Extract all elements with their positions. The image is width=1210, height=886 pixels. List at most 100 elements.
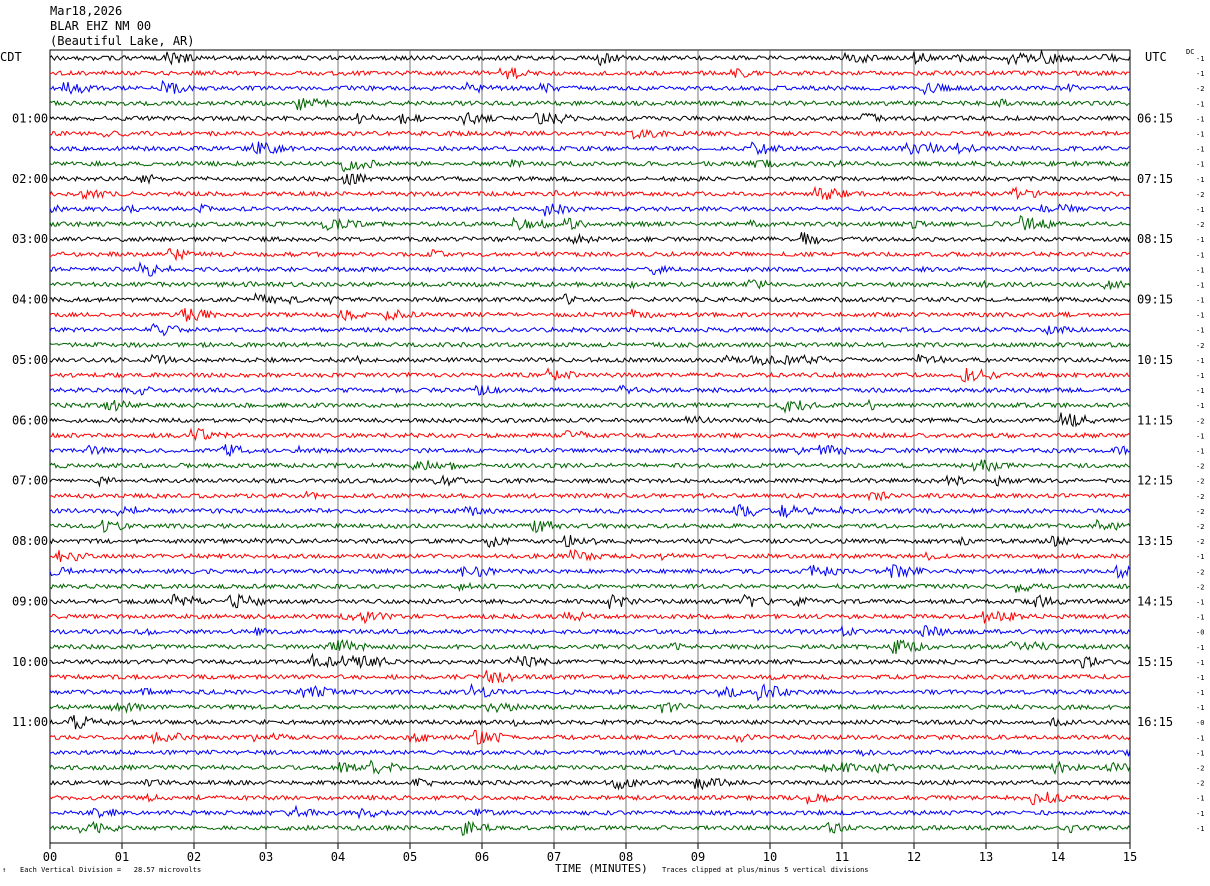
trace-line	[49, 141, 1131, 156]
right-hour-label: 06:15	[1137, 111, 1173, 125]
trace-line	[49, 202, 1131, 217]
left-hour-label: 07:00	[12, 474, 48, 488]
dc-offset-label: -1	[1196, 312, 1204, 320]
dc-offset-label: -1	[1196, 795, 1204, 803]
trace-line	[49, 670, 1131, 684]
dc-offset-label: -1	[1196, 130, 1204, 138]
x-tick-label: 00	[43, 850, 57, 864]
trace-line	[49, 639, 1131, 654]
trace-line	[49, 322, 1131, 337]
left-hour-label: 11:00	[12, 715, 48, 729]
trace-line	[49, 729, 1131, 745]
dc-offset-label: -1	[1196, 644, 1204, 652]
x-tick-label: 01	[115, 850, 129, 864]
right-hour-label: 10:15	[1137, 353, 1173, 367]
dc-offset-label: -2	[1196, 191, 1204, 199]
right-hour-label: 09:15	[1137, 293, 1173, 307]
dc-offset-label: -2	[1196, 765, 1204, 773]
right-hour-label: 07:15	[1137, 172, 1173, 186]
left-hour-label: 05:00	[12, 353, 48, 367]
trace-line	[49, 292, 1131, 306]
x-tick-label: 08	[619, 850, 633, 864]
dc-offset-label: -2	[1196, 568, 1204, 576]
dc-offset-label: -2	[1196, 342, 1204, 350]
trace-line	[49, 652, 1131, 670]
dc-offset-label: -1	[1196, 55, 1204, 63]
dc-offset-label: -1	[1196, 704, 1204, 712]
dc-offset-label: -1	[1196, 553, 1204, 561]
left-hour-label: 01:00	[12, 111, 48, 125]
right-hour-label: 08:15	[1137, 232, 1173, 246]
right-hour-label: 13:15	[1137, 534, 1173, 548]
left-hour-label: 04:00	[12, 293, 48, 307]
trace-line	[49, 172, 1131, 186]
header-station: BLAR EHZ NM 00	[50, 19, 152, 33]
trace-line	[49, 232, 1131, 245]
trace-line	[49, 714, 1131, 730]
dc-offset-label: -1	[1196, 161, 1204, 169]
dc-offset-label: -2	[1196, 463, 1204, 471]
dc-offset-label: -1	[1196, 674, 1204, 682]
dc-offset-label: -0	[1196, 719, 1204, 727]
trace-line	[49, 593, 1131, 609]
header-location: (Beautiful Lake, AR)	[50, 34, 195, 48]
trace-line	[49, 459, 1131, 473]
dc-offset-label: -1	[1196, 387, 1204, 395]
left-hour-label: 08:00	[12, 534, 48, 548]
trace-line	[49, 820, 1131, 836]
dc-offset-label: -2	[1196, 538, 1204, 546]
x-tick-label: 14	[1051, 850, 1065, 864]
trace-line	[49, 79, 1131, 96]
trace-line	[49, 549, 1131, 563]
footer-mark-icon: ↑	[2, 866, 7, 874]
dc-offset-label: -2	[1196, 780, 1204, 788]
x-tick-label: 03	[259, 850, 273, 864]
right-hour-label: 12:15	[1137, 474, 1173, 488]
trace-line	[49, 748, 1131, 758]
trace-line	[49, 111, 1131, 127]
right-hour-label: 11:15	[1137, 413, 1173, 427]
dc-offset-label: -2	[1196, 493, 1204, 501]
trace-line	[49, 503, 1131, 519]
x-tick-label: 11	[835, 850, 849, 864]
trace-line	[49, 185, 1131, 201]
right-hour-label: 14:15	[1137, 594, 1173, 608]
dc-offset-label: -1	[1196, 266, 1204, 274]
trace-line	[49, 341, 1131, 349]
trace-line	[49, 564, 1131, 580]
right-hour-label: 16:15	[1137, 715, 1173, 729]
x-tick-label: 07	[547, 850, 561, 864]
dc-offset-label: -1	[1196, 598, 1204, 606]
x-axis-title: TIME (MINUTES)	[555, 862, 648, 875]
trace-line	[49, 701, 1131, 714]
dc-offset-label: -1	[1196, 810, 1204, 818]
trace-line	[49, 97, 1131, 111]
dc-offset-label: -1	[1196, 614, 1204, 622]
trace-line	[50, 66, 1131, 80]
trace-line	[49, 427, 1131, 442]
header-date: Mar18,2026	[50, 4, 123, 18]
dc-offset-label: -1	[1196, 206, 1204, 214]
trace-line	[49, 610, 1131, 625]
trace-line	[49, 367, 1131, 383]
x-tick-label: 10	[763, 850, 777, 864]
x-tick-label: 02	[187, 850, 201, 864]
x-tick-label: 13	[979, 850, 993, 864]
left-hour-label: 02:00	[12, 172, 48, 186]
x-tick-label: 12	[907, 850, 921, 864]
dc-offset-label: -2	[1196, 478, 1204, 486]
trace-line	[49, 535, 1131, 549]
dc-offset-label: -1	[1196, 100, 1204, 108]
x-tick-label: 09	[691, 850, 705, 864]
trace-line	[49, 159, 1131, 173]
trace-line	[49, 804, 1131, 820]
dc-header: DC	[1186, 48, 1195, 56]
dc-offset-label: -2	[1196, 221, 1204, 229]
dc-offset-label: -1	[1196, 251, 1204, 259]
trace-line	[49, 398, 1131, 414]
x-tick-label: 05	[403, 850, 417, 864]
trace-line	[49, 444, 1131, 457]
dc-offset-label: -1	[1196, 749, 1204, 757]
trace-line	[49, 279, 1131, 290]
dc-offset-label: -1	[1196, 327, 1204, 335]
